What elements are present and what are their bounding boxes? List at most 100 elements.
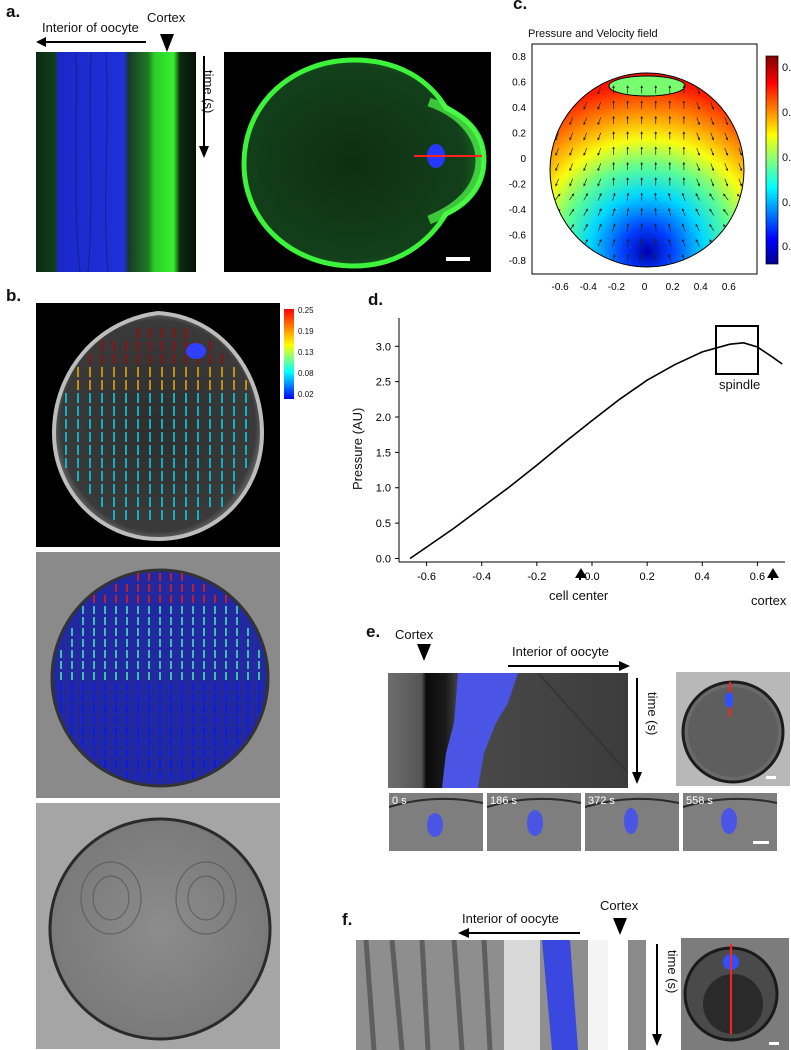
- velocity-arrow: [597, 117, 602, 126]
- velocity-arrow: [654, 192, 657, 201]
- velocity-arrow: [696, 178, 701, 187]
- velocity-arrow: [626, 253, 630, 263]
- velocity-arrow: [696, 147, 701, 156]
- velocity-arrow: [597, 101, 602, 110]
- velocity-arrow: [695, 208, 700, 216]
- velocity-arrow: [569, 193, 575, 201]
- velocity-arrow: [569, 163, 573, 172]
- velocity-arrow: [612, 207, 616, 217]
- velocity-arrow: [554, 193, 561, 201]
- velocity-arrow: [654, 238, 657, 247]
- arrow-down-icon: [199, 146, 209, 158]
- velocity-arrow: [583, 193, 588, 201]
- panel-label-b: b.: [6, 286, 22, 305]
- chart-c-xtick: -0.2: [608, 282, 626, 292]
- chart-c-ytick: 0: [520, 154, 526, 165]
- velocity-arrow: [710, 117, 715, 126]
- cell-center-annotation: cell center: [549, 588, 609, 603]
- velocity-arrow: [710, 132, 715, 141]
- chart-c-ytick: 0.4: [512, 103, 526, 114]
- panel-label-e: e.: [366, 622, 381, 641]
- interior-of-oocyte-label-a: Interior of oocyte: [42, 20, 139, 35]
- velocity-arrow: [709, 223, 715, 232]
- interior-of-oocyte-label-e: Interior of oocyte: [512, 644, 609, 659]
- colorbar-c-tick-3: 0.3: [782, 197, 791, 209]
- arrow-up-icon-2: [767, 568, 779, 578]
- colorbar-b-tick-0: 0.25: [298, 306, 314, 315]
- velocity-arrow: [583, 117, 588, 126]
- chart-d-ytick: 0.5: [376, 518, 391, 530]
- velocity-arrow: [569, 178, 573, 187]
- scale-bar-f: [769, 1042, 779, 1045]
- chart-c-ytick: 0.6: [512, 77, 526, 88]
- time-label-a: time (s): [201, 70, 216, 114]
- velocity-arrow: [626, 207, 630, 217]
- arrow-up-icon: [575, 568, 587, 578]
- time-label-e: time (s): [645, 692, 660, 736]
- velocity-field-image-1: [36, 303, 280, 547]
- velocity-arrow: [583, 223, 588, 232]
- kymograph-e: [388, 673, 628, 788]
- velocity-arrow: [696, 86, 701, 95]
- velocity-arrow: [695, 223, 700, 232]
- velocity-arrow: [696, 117, 701, 126]
- chart-c-xtick: 0.6: [722, 282, 736, 292]
- velocity-arrow: [710, 101, 715, 110]
- chart-d-ytick: 1.0: [376, 483, 391, 495]
- panel-label-a: a.: [6, 2, 21, 21]
- arrow-down-icon-f: [652, 1034, 662, 1046]
- velocity-arrow: [696, 163, 701, 172]
- velocity-arrow: [724, 178, 729, 187]
- chart-d-xtick: -0.4: [472, 571, 491, 580]
- velocity-arrow: [738, 147, 743, 156]
- colorbar-c-tick-1: 0.5: [782, 107, 791, 119]
- velocity-arrow: [612, 192, 616, 201]
- chart-c-title: Pressure and Velocity field: [528, 28, 658, 40]
- frame-1: [487, 793, 581, 851]
- chart-c-xtick: -0.4: [580, 282, 598, 292]
- velocity-arrow: [667, 192, 671, 201]
- panel-label-d: d.: [368, 290, 384, 309]
- chart-c-xtick: 0.4: [694, 282, 708, 292]
- frame-1-time: 186 s: [490, 795, 517, 807]
- chart-d-xtick: -0.6: [417, 571, 436, 580]
- pressure-field-disk: [549, 72, 745, 268]
- velocity-arrow: [681, 223, 686, 232]
- velocity-arrow: [583, 101, 588, 110]
- velocity-arrow: [710, 178, 715, 187]
- chart-c-ytick: -0.8: [509, 256, 527, 267]
- oocyte-overview-e: [676, 672, 790, 786]
- velocity-arrow: [724, 147, 729, 156]
- velocity-arrow: [612, 223, 616, 232]
- brightfield-image: [36, 803, 280, 1049]
- colorbar-b: [284, 309, 294, 399]
- arrowhead-down-icon-e: [417, 644, 431, 661]
- frame-2-time: 372 s: [588, 795, 615, 807]
- time-arrow-f: [652, 944, 662, 1046]
- pressure-curve: [409, 341, 783, 560]
- scale-bar: [446, 257, 470, 261]
- chart-d-ytick: 2.0: [376, 412, 391, 424]
- velocity-arrow: [569, 147, 573, 156]
- velocity-arrow: [597, 208, 602, 217]
- velocity-arrow: [710, 163, 715, 172]
- chart-c-xtick: -0.6: [552, 282, 570, 292]
- velocity-arrow: [738, 178, 743, 187]
- velocity-arrow: [555, 178, 559, 187]
- panel-label-f: f.: [342, 910, 353, 929]
- spindle-box: [715, 325, 759, 375]
- frame-2: [585, 793, 679, 851]
- kymograph-a: [36, 52, 196, 272]
- oocyte-overview-f: [681, 938, 789, 1050]
- chart-d-xtick: -0.2: [527, 571, 546, 580]
- colorbar-c-tick-2: 0.4: [782, 152, 791, 164]
- chart-d-ytick: 1.5: [376, 447, 391, 459]
- velocity-arrow: [597, 223, 602, 232]
- velocity-arrow: [626, 238, 630, 247]
- velocity-arrow: [681, 208, 686, 217]
- frame-3-time: 558 s: [686, 795, 713, 807]
- oocyte-fluorescence-image: [224, 52, 491, 272]
- cortex-label-a: Cortex: [147, 10, 186, 25]
- kymograph-f: [356, 940, 608, 1050]
- velocity-arrow: [583, 132, 588, 141]
